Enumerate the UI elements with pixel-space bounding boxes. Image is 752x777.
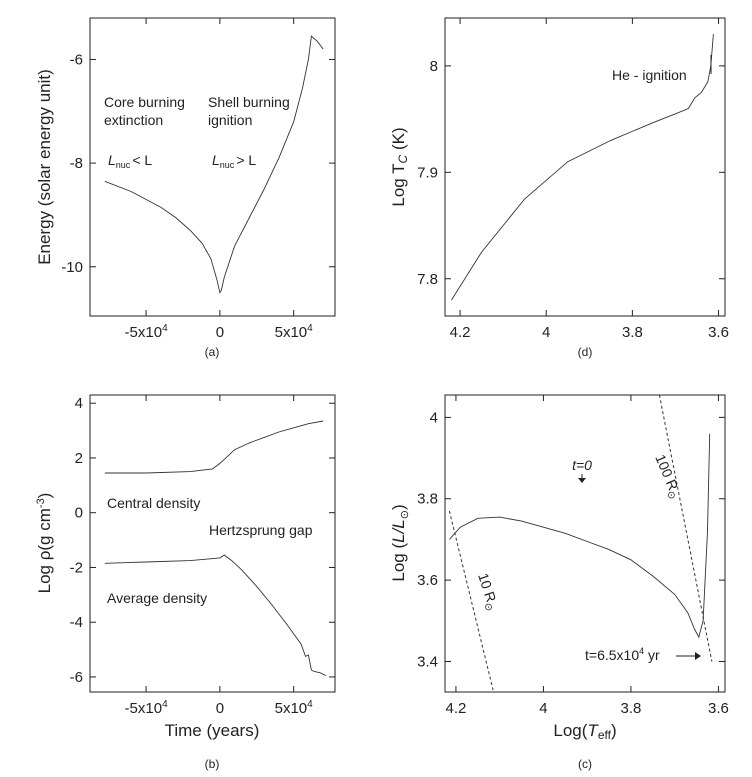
panel-c-x-axis-label: Log(Teff): [553, 721, 616, 742]
panel-d-ticks: 4.2 4 3.8 3.6 8 7.9 7.8: [417, 18, 729, 341]
y-tick-label: 4: [75, 395, 83, 412]
y-tick-label: 2: [75, 450, 83, 467]
y-tick-label: 3.4: [417, 653, 438, 670]
x-tick-label: 4.2: [446, 700, 467, 717]
annotation-central-density: Central density: [107, 495, 200, 511]
panel-b-caption: (b): [205, 757, 220, 771]
panel-d: 4.2 4 3.8 3.6 8 7.9 7.8 Log TC (K) He - igniti…: [389, 17, 729, 359]
y-tick-label: -4: [70, 614, 83, 631]
annotation-10-rsun: 10 R⊙: [472, 571, 502, 613]
annotation-lnuc-less: Lnuc < L: [108, 152, 152, 170]
x-tick-label: 5x104: [275, 323, 314, 341]
panel-b-average-density-curve: [104, 554, 327, 677]
panel-b-central-density-curve: [104, 420, 324, 474]
panel-d-caption: (d): [578, 345, 593, 359]
y-tick-label: 0: [75, 505, 83, 522]
panel-c-y-axis-label: Log (L/L⊙): [389, 504, 411, 581]
y-tick-label: -6: [70, 669, 83, 686]
annotation-100-rsun: 100 R⊙: [649, 452, 684, 502]
panel-a-ticks: -5x104 0 5x104 -6 -8 -10: [61, 18, 335, 341]
t65-arrow-head: [695, 652, 701, 660]
y-tick-label: -2: [70, 559, 83, 576]
panel-b-ticks: -5x104 0 5x104 4 2 0 -2 -4 -6: [70, 395, 335, 717]
y-tick-label: 3.8: [417, 491, 438, 508]
x-tick-label: 5x104: [275, 699, 314, 717]
panel-b: -5x104 0 5x104 4 2 0 -2 -4 -6 Log ρ(g cm-3) Cent…: [35, 394, 336, 771]
x-tick-label: 4.2: [450, 324, 471, 341]
panel-c-ticks: 4.2 4 3.8 3.6 4 3.8 3.6 3.4: [417, 395, 729, 717]
panel-c-100-rsun-line: [658, 394, 713, 662]
panel-a-energy-curve: [104, 35, 324, 294]
annotation-shell-burning-1: Shell burning: [208, 94, 290, 110]
y-tick-label: 4: [430, 409, 438, 426]
panel-d-frame: [444, 17, 726, 317]
t0-arrow-head: [578, 478, 586, 483]
annotation-average-density: Average density: [107, 590, 207, 606]
panel-b-y-axis-label: Log ρ(g cm-3): [35, 493, 54, 594]
panel-d-y-axis-label: Log TC (K): [389, 127, 410, 206]
y-tick-label: -6: [70, 51, 83, 68]
annotation-t65: t=6.5x104 yr: [585, 646, 660, 663]
x-tick-label: 0: [216, 700, 224, 717]
x-tick-label: 3.6: [708, 324, 729, 341]
panel-a-y-axis-label: Energy (solar energy unit): [35, 69, 54, 265]
x-tick-label: -5x104: [125, 699, 169, 717]
panel-a-caption: (a): [205, 345, 220, 359]
panel-b-x-axis-label: Time (years): [165, 721, 260, 740]
panel-a-frame: [89, 17, 336, 317]
annotation-core-burning-2: extinction: [104, 112, 163, 128]
x-tick-label: 0: [216, 324, 224, 341]
panel-d-temperature-curve: [451, 33, 714, 301]
annotation-lnuc-greater: Lnuc > L: [212, 152, 256, 170]
panel-a: -5x104 0 5x104 -6 -8 -10 Energy (solar energy…: [35, 17, 336, 359]
panel-c-hr-track: [449, 433, 711, 639]
panel-c: 4.2 4 3.8 3.6 4 3.8 3.6 3.4 Log (L/L⊙) t=0 t=6.…: [389, 394, 729, 771]
annotation-core-burning-1: Core burning: [104, 94, 185, 110]
x-tick-label: 3.6: [708, 700, 729, 717]
y-tick-label: -10: [61, 259, 83, 276]
y-tick-label: 8: [430, 58, 438, 75]
panel-c-caption: (c): [578, 757, 592, 771]
panel-b-frame: [89, 394, 336, 693]
y-tick-label: 3.6: [417, 572, 438, 589]
y-tick-label: 7.8: [417, 271, 438, 288]
panel-c-frame: [444, 394, 726, 693]
x-tick-label: -5x104: [125, 323, 169, 341]
y-tick-label: -8: [70, 155, 83, 172]
x-tick-label: 3.8: [622, 324, 643, 341]
annotation-he-ignition: He - ignition: [612, 67, 687, 83]
y-tick-label: 7.9: [417, 164, 438, 181]
annotation-shell-burning-2: ignition: [208, 112, 252, 128]
annotation-hertzsprung-gap: Hertzsprung gap: [209, 522, 313, 538]
x-tick-label: 4: [542, 324, 550, 341]
x-tick-label: 4: [539, 700, 547, 717]
annotation-t0: t=0: [572, 457, 592, 473]
x-tick-label: 3.8: [621, 700, 642, 717]
